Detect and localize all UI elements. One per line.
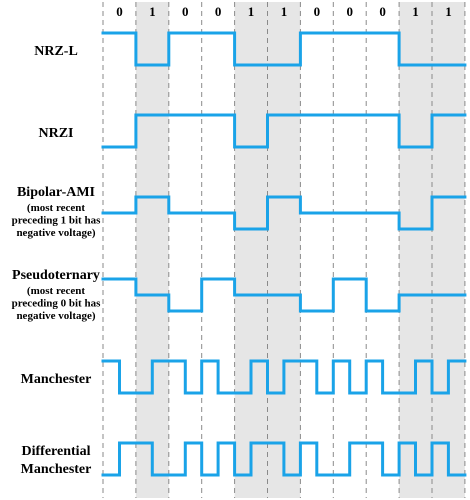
bit-value-label: 0 (116, 4, 123, 19)
pseudoternary-title: Pseudoternary (12, 268, 100, 283)
bit-value-label: 0 (182, 4, 189, 19)
diff-manchester-title: Manchester (21, 462, 92, 477)
manchester-waveform (101, 359, 467, 395)
shaded-one-bit-column (234, 2, 268, 498)
nrzi-waveform (101, 113, 467, 149)
nrzl-title: NRZ-L (34, 44, 78, 59)
bipolar-ami-waveform (101, 195, 467, 231)
bit-value-label: 1 (248, 4, 255, 19)
bit-value-label: 0 (347, 4, 354, 19)
pseudoternary-note-line: (most recent (27, 285, 85, 297)
bit-value-label: 1 (281, 4, 288, 19)
bit-value-label: 1 (412, 4, 419, 19)
diff-manchester-waveform (101, 441, 467, 477)
manchester-title: Manchester (21, 372, 92, 387)
pseudoternary-waveform (101, 277, 467, 313)
bit-value-label: 0 (314, 4, 321, 19)
shaded-bit-columns (135, 2, 465, 498)
shaded-one-bit-column (432, 2, 465, 498)
shaded-one-bit-column (399, 2, 432, 498)
bit-value-label: 0 (379, 4, 386, 19)
nrzi-title: NRZI (38, 126, 73, 141)
nrzl-waveform (101, 31, 467, 67)
bit-boundary-lines (102, 2, 466, 498)
pseudoternary-note-line: negative voltage) (16, 310, 95, 322)
shaded-one-bit-column (267, 2, 301, 498)
signal-waveforms (101, 31, 467, 477)
bit-value-label: 1 (149, 4, 156, 19)
bipolar-ami-title: Bipolar-AMI (17, 185, 95, 200)
shaded-one-bit-column (135, 2, 169, 498)
bit-value-label: 1 (445, 4, 452, 19)
bipolar-ami-note-line: negative voltage) (16, 227, 95, 239)
bipolar-ami-note-line: preceding 1 bit has (12, 215, 101, 227)
bit-sequence-header: 0 1 0 0 1 1 0 0 0 1 1 (116, 4, 452, 19)
bipolar-ami-note-line: (most recent (27, 202, 85, 214)
diff-manchester-title: Differential (22, 444, 91, 459)
bit-value-label: 0 (215, 4, 222, 19)
pseudoternary-note-line: preceding 0 bit has (12, 298, 101, 310)
